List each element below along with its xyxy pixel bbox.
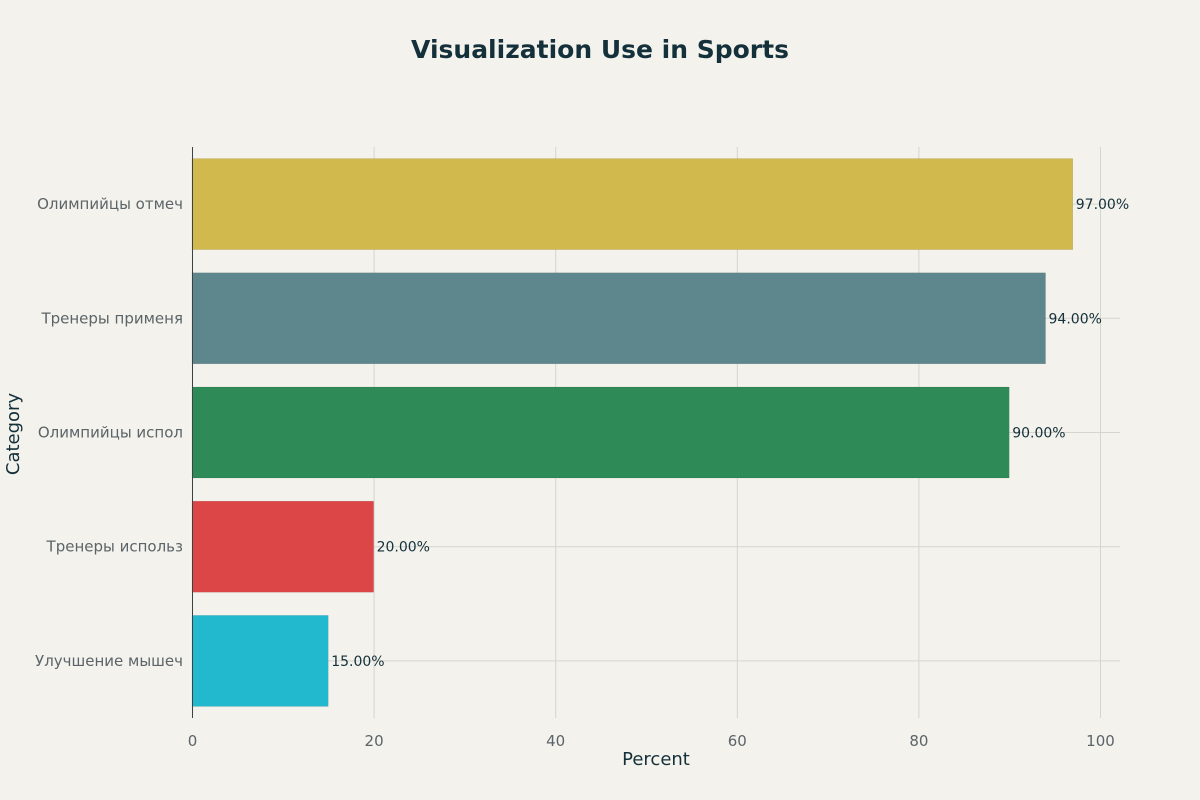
x-tick-label: 0 — [188, 732, 198, 750]
y-tick-label: Тренеры применя — [40, 309, 183, 327]
y-tick-label: Олимпийцы испол — [38, 424, 183, 442]
bar-value-label: 15.00% — [331, 654, 384, 670]
x-tick-label: 100 — [1086, 732, 1115, 750]
bar — [191, 500, 374, 593]
bar — [191, 272, 1046, 365]
x-tick-label: 20 — [365, 732, 384, 750]
bars: 97.00% 94.00% 90.00% 20.00% 15.00% — [191, 158, 1129, 707]
bar-value-label: 90.00% — [1012, 426, 1065, 442]
x-tick-label: 80 — [909, 732, 928, 750]
y-tick-label: Тренеры использ — [46, 538, 183, 556]
x-tick-label: 60 — [728, 732, 747, 750]
bar-value-label: 94.00% — [1049, 311, 1102, 327]
bar — [191, 386, 1010, 479]
x-tick-labels: 0 20 40 60 80 100 — [188, 732, 1115, 750]
bar-value-label: 20.00% — [377, 540, 430, 556]
chart-title: Visualization Use in Sports — [411, 35, 789, 64]
bar-value-label: 97.00% — [1076, 197, 1129, 213]
bar — [191, 615, 329, 707]
y-tick-label: Улучшение мышеч — [35, 652, 183, 670]
x-axis-label: Percent — [622, 749, 690, 770]
y-axis-label: Category — [3, 393, 24, 476]
y-tick-label: Олимпийцы отмеч — [37, 195, 183, 213]
x-tick-label: 40 — [546, 732, 565, 750]
bar — [191, 158, 1074, 250]
y-tick-labels: Олимпийцы отмеч Тренеры применя Олимпийцы … — [35, 195, 183, 670]
